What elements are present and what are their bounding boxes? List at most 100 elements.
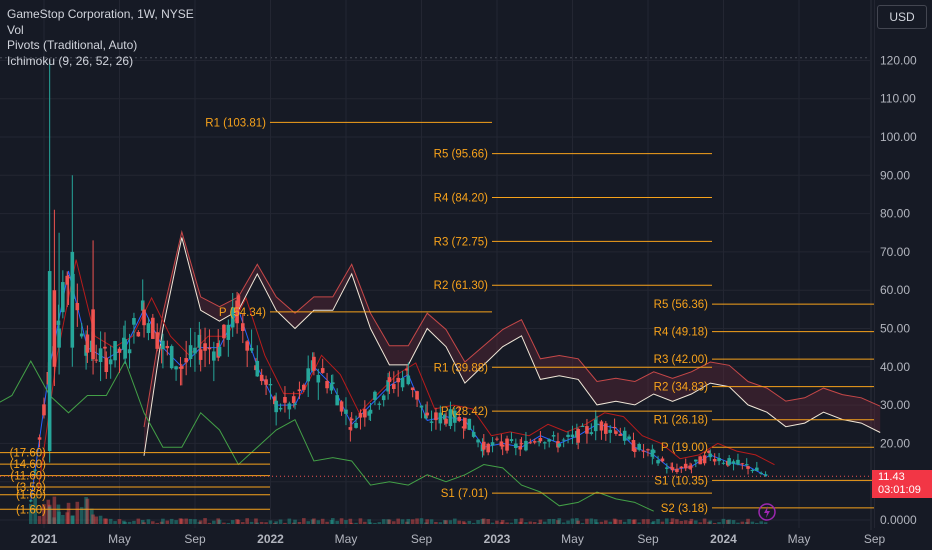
volume-bar [216,518,221,524]
volume-bar [377,522,382,524]
candle-body [79,333,84,337]
y-tick-label: 40.00 [880,360,910,374]
volume-bar [532,521,537,524]
candle-body [278,407,283,410]
candle-body [348,427,353,430]
last-price-value: 11.43 [878,471,905,483]
volume-bar [179,518,184,524]
volume-bar [543,521,547,524]
volume-bar [349,522,354,524]
y-tick-label: 90.00 [880,168,910,182]
candle-body [457,417,462,422]
candle-body [415,391,419,400]
candle-body [627,436,631,440]
volume-bar [467,520,472,524]
volume-bar [61,514,65,524]
volume-bar [425,519,429,524]
candle-body [113,341,117,361]
candle-body [28,500,33,502]
legend-pivots[interactable]: Pivots (Traditional, Auto) [7,38,138,52]
currency-button[interactable]: USD [877,5,927,29]
volume-bar [198,520,203,524]
volume-bar [207,522,212,524]
last-price-tag: 11.43 03:01:09 [872,470,932,498]
candle-body [646,449,650,451]
candle-body [434,412,438,421]
volume-bar [717,522,721,524]
candle-body [70,251,75,348]
volume-bar [33,497,37,524]
volume-bar [70,515,75,524]
candle-body [161,340,165,350]
legend-title[interactable]: GameStop Corporation, 1W, NYSE [7,7,194,21]
legend-ichimoku[interactable]: Ichimoku (9, 26, 52, 26) [7,53,134,68]
candle-body [405,368,409,371]
volume-bar [721,518,726,524]
volume-bar [595,522,599,524]
candle-body [429,421,434,423]
volume-bar [241,522,245,524]
volume-bar [537,522,541,524]
volume-bar [392,521,396,524]
candle-body [467,418,472,430]
candlesticks [28,60,768,503]
candle-body [255,360,260,377]
y-tick-label: 60.00 [880,283,910,297]
volume-bar [75,501,80,524]
y-tick-label: 0.0000 [880,513,917,527]
candle-body [740,463,745,465]
candle-body [727,458,731,465]
volume-bar [123,521,127,524]
volume-bar [57,511,61,524]
pivot-label: R5 (56.36) [654,299,709,311]
candle-body [689,466,694,468]
volume-bar [694,520,698,524]
volume-bar [727,519,731,524]
candle-body [312,356,316,371]
candle-body [33,469,37,471]
legend-vol[interactable]: Vol [7,22,24,37]
volume-bar [132,520,136,524]
candle-body [410,387,415,391]
candle-body [532,441,537,443]
volume-bar [174,520,178,524]
candle-body [259,374,264,382]
volume-bar [249,521,254,524]
volume-bar [396,518,400,524]
volume-bar [744,522,749,524]
candle-body [184,358,188,363]
volume-bar [85,498,90,524]
volume-bar [551,518,556,524]
volume-bar [444,520,448,524]
volume-bar [519,518,524,524]
candle-body [576,428,580,443]
volume-bar [358,518,363,524]
volume-bar [52,517,56,524]
leading-span-a [143,237,881,456]
volume-bar [28,503,33,524]
candle-body [570,434,575,438]
candle-body [538,438,543,442]
candle-body [424,413,428,419]
candle-body [65,275,70,285]
candle-body [604,423,608,434]
volume-bar [665,518,669,524]
candle-body [665,467,669,469]
candle-body [61,282,65,313]
candle-body [230,307,235,328]
candle-body [85,334,90,353]
volume-bar [127,521,132,524]
candle-body [599,421,604,431]
volume-bar [566,520,570,524]
volume-bar [547,518,551,524]
candle-body [165,345,170,349]
candle-body [585,426,589,434]
volume-bar [608,521,613,524]
volume-bar [235,519,239,524]
candle-body [438,412,443,424]
volume-bar [278,519,283,524]
candle-body [543,442,547,444]
candle-body [746,466,750,469]
candle-body [358,413,363,418]
